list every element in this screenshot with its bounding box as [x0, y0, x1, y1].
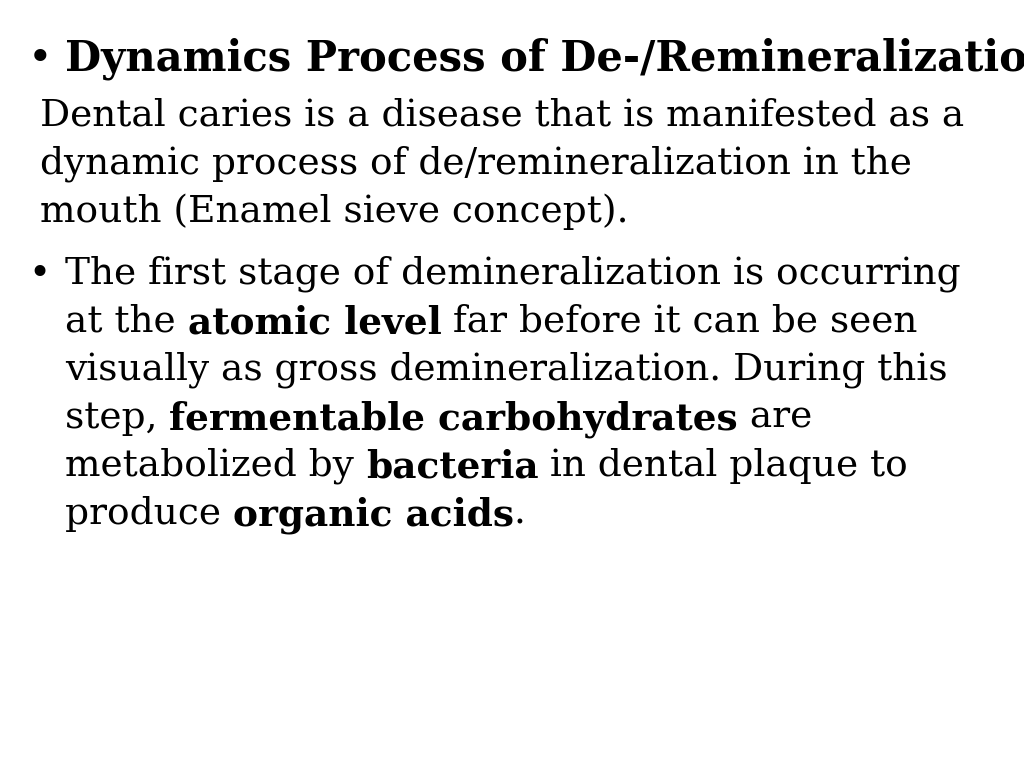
Text: bacteria: bacteria: [366, 448, 539, 485]
Text: The first stage of demineralization is occurring: The first stage of demineralization is o…: [65, 256, 961, 293]
Text: at the: at the: [65, 304, 187, 340]
Text: fermentable carbohydrates: fermentable carbohydrates: [169, 400, 738, 438]
Text: mouth (Enamel sieve concept).: mouth (Enamel sieve concept).: [40, 194, 629, 230]
Text: in dental plaque to: in dental plaque to: [539, 448, 908, 484]
Text: dynamic process of de/remineralization in the: dynamic process of de/remineralization i…: [40, 146, 912, 183]
Text: Dental caries is a disease that is manifested as a: Dental caries is a disease that is manif…: [40, 98, 965, 134]
Text: visually as gross demineralization. During this: visually as gross demineralization. Duri…: [65, 352, 947, 389]
Text: atomic level: atomic level: [187, 304, 441, 341]
Text: step,: step,: [65, 400, 169, 436]
Text: produce: produce: [65, 496, 232, 532]
Text: are: are: [738, 400, 812, 436]
Text: •: •: [28, 256, 50, 292]
Text: organic acids: organic acids: [232, 496, 514, 534]
Text: .: .: [514, 496, 525, 532]
Text: metabolized by: metabolized by: [65, 448, 366, 485]
Text: •: •: [28, 38, 52, 80]
Text: Dynamics Process of De-/Remineralization: Dynamics Process of De-/Remineralization: [65, 38, 1024, 81]
Text: far before it can be seen: far before it can be seen: [441, 304, 918, 340]
